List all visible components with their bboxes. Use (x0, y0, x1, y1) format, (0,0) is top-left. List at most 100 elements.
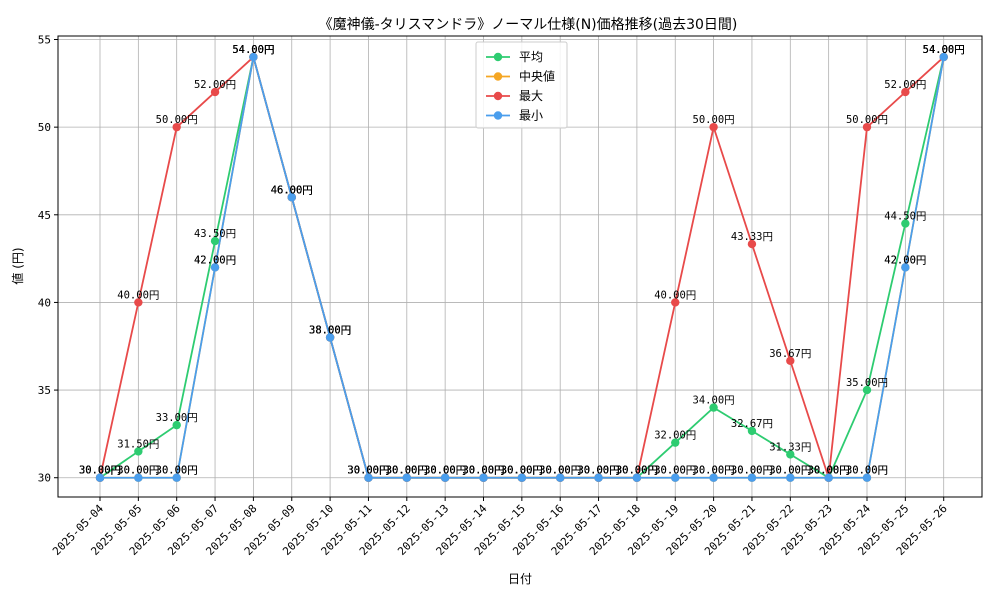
data-label: 38.00円 (309, 324, 351, 336)
data-point (671, 298, 680, 307)
data-label: 30.00円 (386, 465, 428, 477)
data-label: 43.33円 (731, 231, 773, 243)
data-label: 42.00円 (194, 254, 236, 266)
plot-frame (57, 35, 983, 498)
data-label: 30.00円 (616, 465, 658, 477)
data-label: 30.00円 (462, 465, 504, 477)
data-label: 30.00円 (347, 465, 389, 477)
data-point (134, 473, 143, 482)
data-label: 30.00円 (156, 465, 198, 477)
data-label: 38.00円 (309, 324, 351, 336)
data-point (824, 473, 833, 482)
data-point (901, 263, 910, 272)
data-point (632, 473, 642, 482)
data-label: 30.00円 (501, 465, 543, 477)
data-label: 30.00円 (539, 465, 581, 477)
data-point (786, 356, 795, 366)
data-label: 30.00円 (808, 465, 850, 477)
data-label: 30.00円 (693, 465, 735, 477)
data-label: 46.00円 (271, 184, 313, 196)
data-label: 30.00円 (846, 465, 888, 477)
data-label: 54.00円 (923, 44, 965, 56)
data-point (862, 122, 872, 132)
data-label: 30.00円 (79, 465, 121, 477)
data-point (556, 473, 565, 482)
data-label: 30.00円 (539, 465, 581, 477)
legend-label: 最小 (519, 109, 543, 123)
data-point (172, 473, 181, 482)
data-label: 50.00円 (693, 114, 735, 126)
data-point (786, 450, 795, 459)
data-label: 30.00円 (347, 465, 389, 477)
data-point (364, 473, 373, 482)
y-axis-ticks: 30 35 40 45 50 55 (38, 34, 58, 485)
data-point (172, 420, 181, 430)
data-label: 52.00円 (884, 79, 926, 91)
data-point (862, 473, 872, 482)
data-label: 30.00円 (424, 465, 466, 477)
data-label: 40.00円 (654, 289, 696, 301)
data-label: 30.00円 (808, 465, 850, 477)
y-tick-label: 50 (38, 121, 51, 134)
data-label: 30.00円 (501, 465, 543, 477)
data-label: 31.50円 (117, 438, 159, 450)
data-label: 52.00円 (194, 79, 236, 91)
data-point (287, 193, 296, 202)
data-label: 30.00円 (462, 465, 504, 477)
data-label: 38.00円 (309, 324, 351, 336)
legend-marker (493, 72, 503, 81)
data-label: 30.00円 (577, 465, 619, 477)
data-point (249, 52, 258, 62)
data-point (440, 473, 450, 482)
data-point (901, 219, 910, 228)
x-axis-label: 日付 (508, 572, 532, 586)
data-label: 40.00円 (117, 289, 159, 301)
data-point (479, 473, 488, 482)
data-label: 50.00円 (156, 114, 198, 126)
data-label: 30.00円 (156, 465, 198, 477)
y-tick-label: 35 (38, 384, 51, 397)
legend-marker (493, 91, 503, 101)
data-label: 30.00円 (577, 465, 619, 477)
data-label: 30.00円 (731, 465, 773, 477)
data-label: 30.00円 (117, 465, 159, 477)
data-label: 30.00円 (808, 465, 850, 477)
data-point (402, 473, 411, 482)
data-label: 30.00円 (577, 465, 619, 477)
data-point (747, 473, 757, 482)
data-label: 30.00円 (424, 465, 466, 477)
data-label: 54.00円 (232, 44, 274, 56)
data-point (671, 473, 680, 482)
data-point (709, 122, 718, 132)
data-label: 46.00円 (271, 184, 313, 196)
data-point (709, 473, 718, 482)
legend-marker (493, 52, 503, 62)
data-label: 42.00円 (884, 254, 926, 266)
data-label: 30.00円 (386, 465, 428, 477)
data-label: 54.00円 (923, 44, 965, 56)
legend-label: 平均 (519, 50, 543, 64)
data-label: 33.00円 (156, 412, 198, 424)
y-axis-label: 値 (円) (10, 247, 25, 284)
legend-label: 中央値 (519, 69, 555, 84)
data-label: 30.00円 (616, 465, 658, 477)
data-label: 32.00円 (654, 430, 696, 442)
data-label: 30.00円 (347, 465, 389, 477)
y-tick-label: 55 (38, 34, 51, 47)
data-point (325, 333, 335, 342)
data-label: 30.00円 (462, 465, 504, 477)
data-label: 32.67円 (731, 418, 773, 430)
data-label: 30.00円 (386, 465, 428, 477)
data-label: 30.00円 (616, 465, 658, 477)
data-point (939, 52, 948, 62)
data-label: 30.00円 (693, 465, 735, 477)
data-label: 42.00円 (884, 254, 926, 266)
legend-box (475, 41, 568, 129)
data-point (210, 263, 220, 272)
y-tick-label: 40 (38, 296, 51, 309)
y-tick-label: 45 (38, 209, 51, 222)
data-point (134, 447, 143, 456)
data-label: 30.00円 (846, 465, 888, 477)
data-point (786, 473, 795, 482)
data-label: 30.00円 (501, 465, 543, 477)
